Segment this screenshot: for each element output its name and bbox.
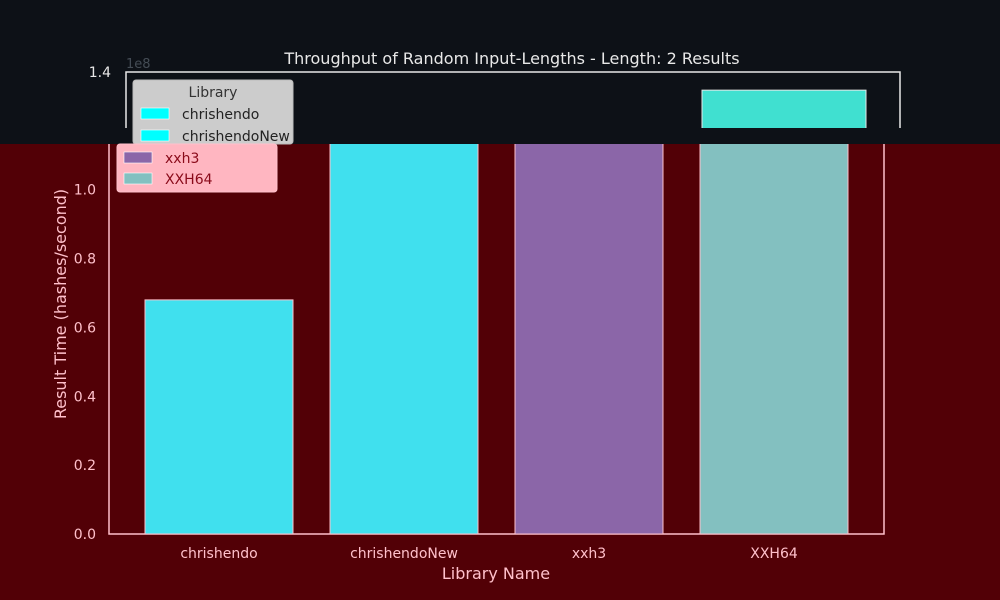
y-axis-ticks: 0.0 0.2 0.4 0.6 0.8 1.0 1.4 xyxy=(74,65,111,543)
bars-group xyxy=(144,89,867,535)
legend-label-chrishendoNew: chrishendoNew xyxy=(182,129,290,145)
axes-frame-bottom xyxy=(108,144,885,535)
chart-title: Throughput of Random Input-Lengths - Len… xyxy=(283,49,739,68)
plot-frame-top xyxy=(125,71,901,128)
y-axis-offset-text: 1e8 xyxy=(126,57,151,72)
legend[interactable]: Library chrishendo chrishendoNew xxh3 XXH64 xyxy=(116,79,294,193)
legend-title: Library xyxy=(189,85,238,101)
legend-label-chrishendo: chrishendo xyxy=(182,107,259,123)
bar-XXH64-top xyxy=(701,89,867,128)
legend-box-bottom xyxy=(116,143,278,193)
legend-swatch-chrishendoNew xyxy=(140,129,170,142)
x-tick-label: xxh3 xyxy=(572,546,606,562)
x-tick-label: chrishendoNew xyxy=(350,546,458,562)
y-tick-label-top: 1.4 xyxy=(89,65,111,81)
legend-label-XXH64: XXH64 xyxy=(165,172,213,188)
y-tick-label: 0.0 xyxy=(74,527,96,543)
x-tick-label: chrishendo xyxy=(180,546,257,562)
bar-chrishendoNew-top xyxy=(336,135,500,144)
y-tick-label: 0.6 xyxy=(74,320,96,336)
legend-label-xxh3: xxh3 xyxy=(165,151,199,167)
x-axis-label: Library Name xyxy=(442,564,550,583)
y-tick-label: 1.0 xyxy=(74,183,96,199)
y-tick-label: 0.2 xyxy=(74,458,96,474)
x-tick-label: XXH64 xyxy=(750,546,798,562)
axes-frame-top xyxy=(125,71,901,128)
legend-swatch-XXH64 xyxy=(123,172,153,185)
x-axis-ticks: chrishendo chrishendoNew xxh3 XXH64 xyxy=(180,546,798,562)
bar-XXH64 xyxy=(699,144,849,535)
bar-chrishendo xyxy=(144,299,294,535)
bar-xxh3 xyxy=(514,144,664,535)
bar-chrishendoNew xyxy=(329,144,479,535)
y-tick-label: 0.4 xyxy=(74,389,96,405)
legend-swatch-chrishendo xyxy=(140,107,170,120)
y-tick-label: 0.8 xyxy=(74,252,96,268)
legend-swatch-xxh3 xyxy=(123,151,153,164)
plot-frame-bottom xyxy=(108,144,885,535)
y-axis-label: Result Time (hashes/second) xyxy=(51,189,70,419)
